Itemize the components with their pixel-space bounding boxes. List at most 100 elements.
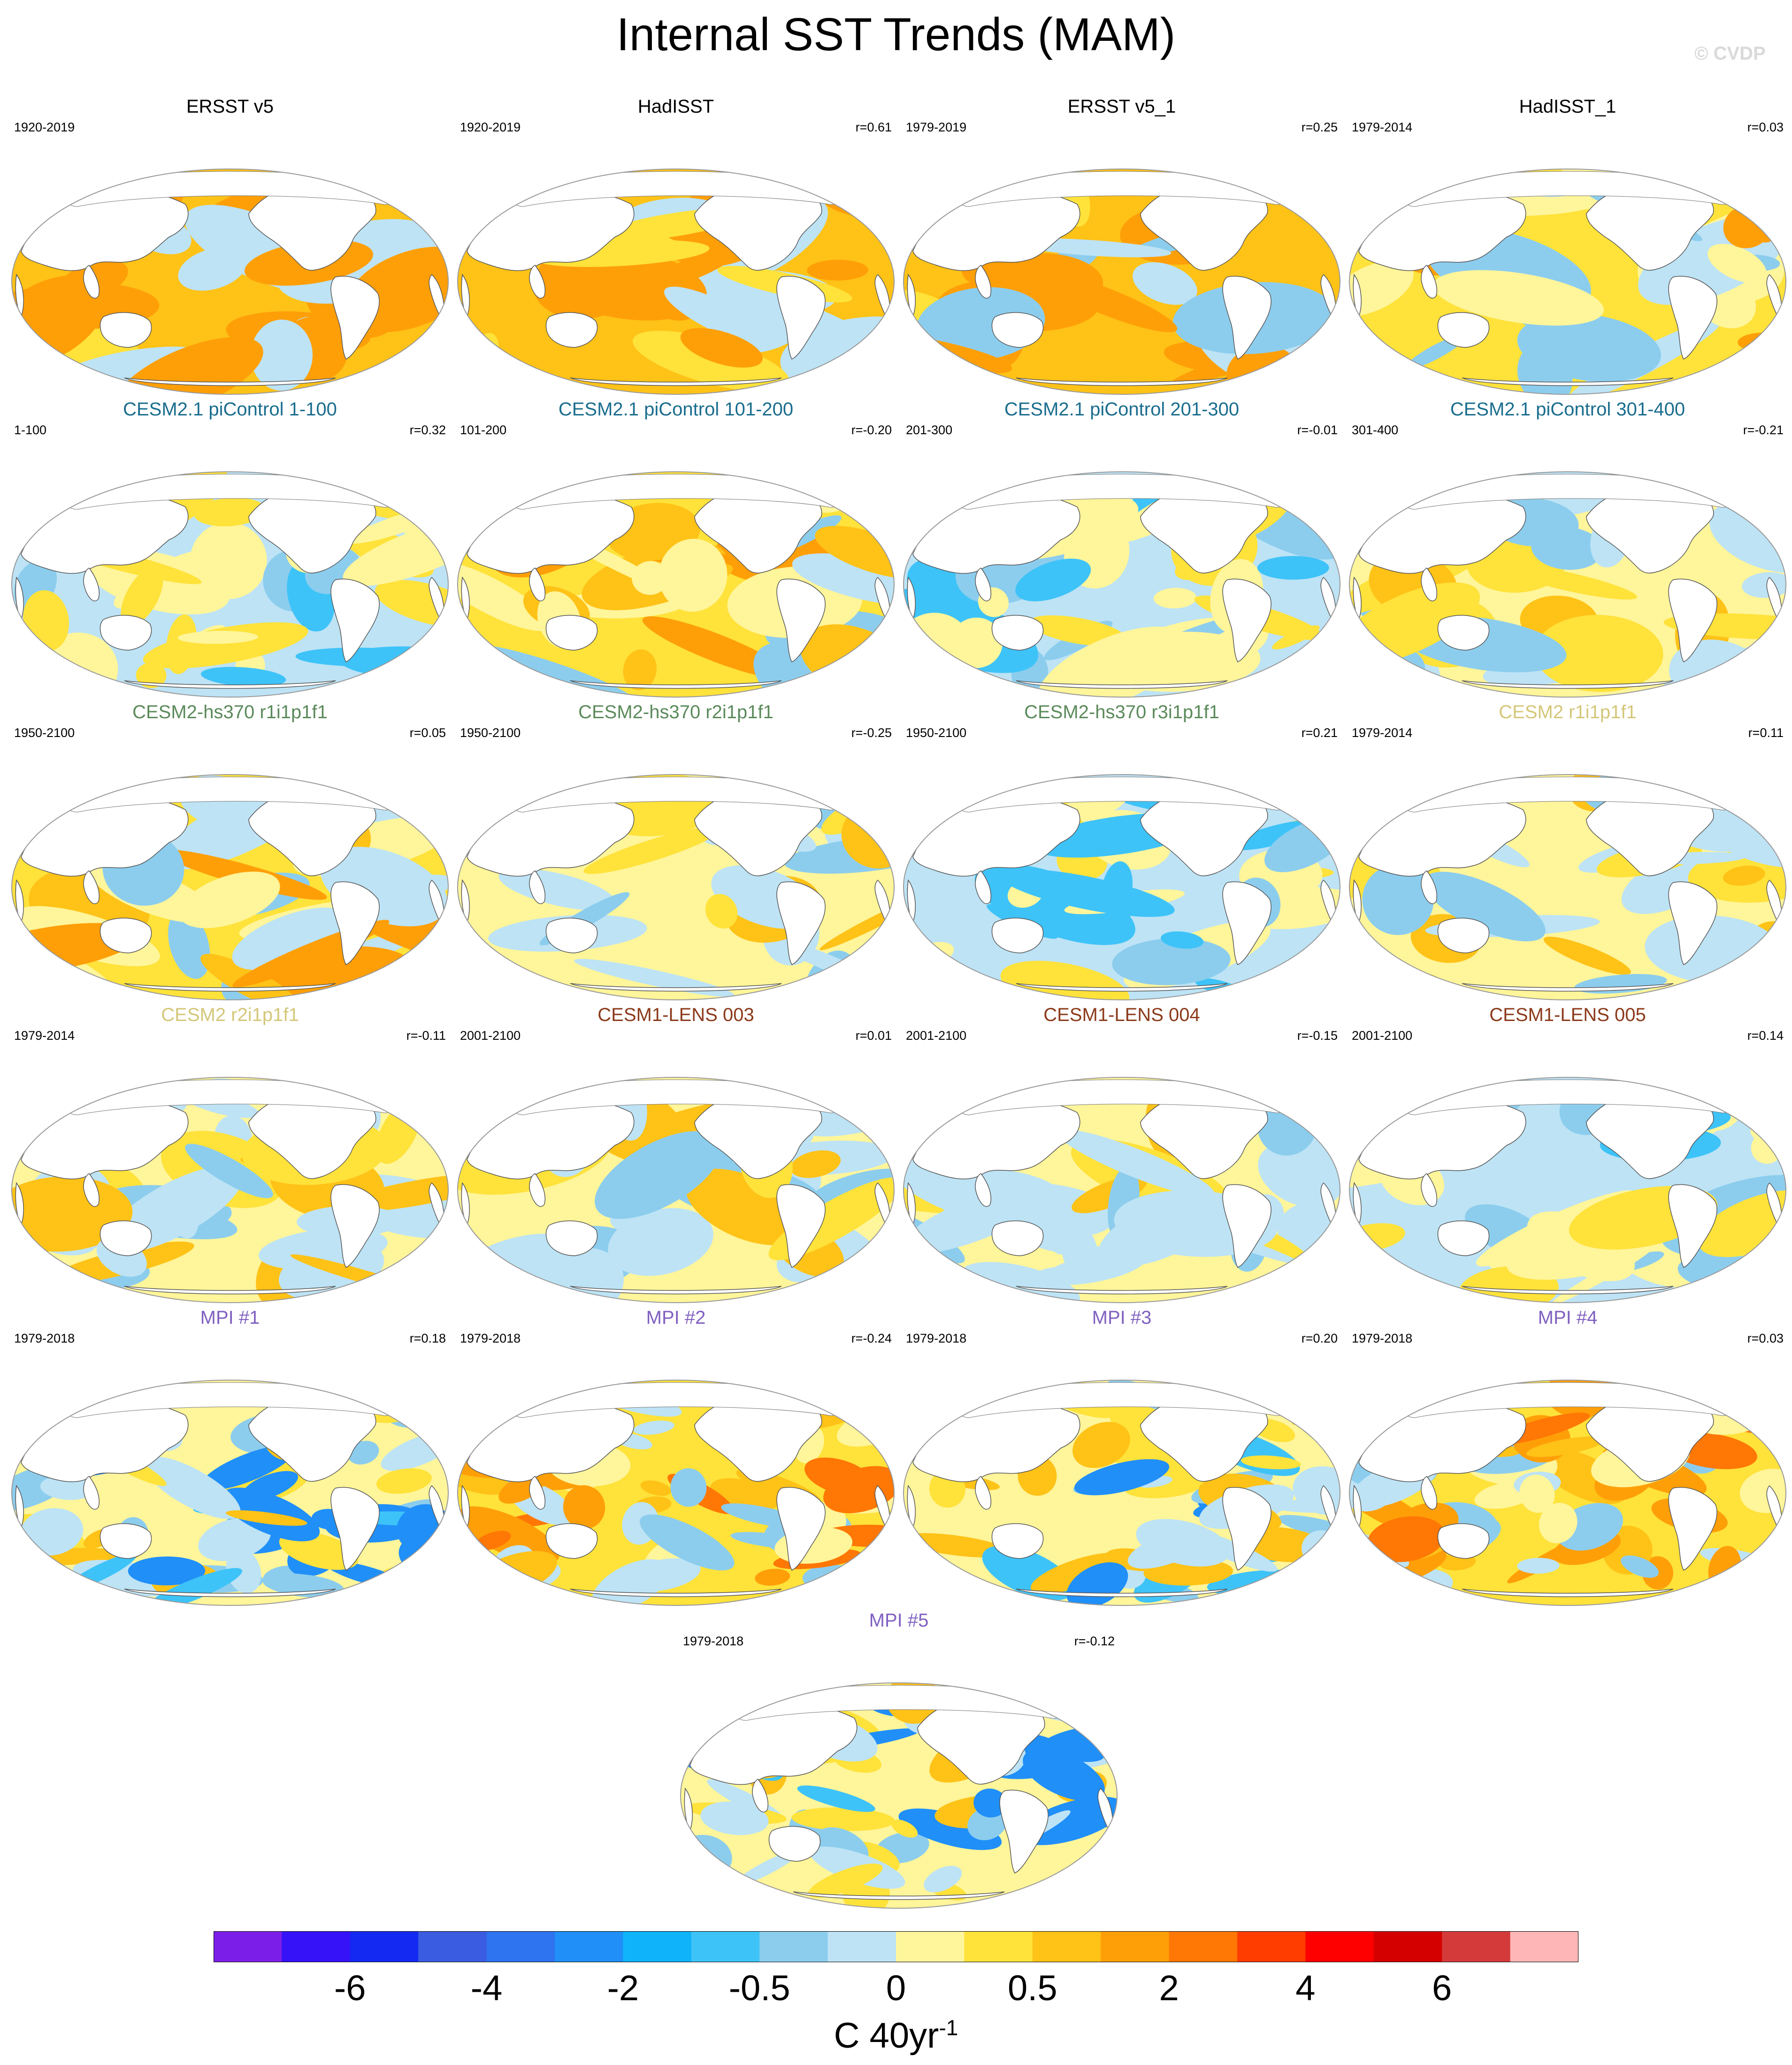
colorbar-swatch [1373, 1931, 1442, 1962]
sst-trend-map [457, 471, 895, 698]
panel-correlation: r=-0.01 [1297, 423, 1338, 437]
map-panel-12: CESM2 r1i1p1f1 1979-2014 r=0.11 [1345, 702, 1791, 1002]
colorbar-tick-label: -2 [607, 1968, 639, 2008]
map-panel-9: CESM2-hs370 r1i1p1f1 1950-2100 r=0.05 [7, 702, 453, 1002]
sst-trend-map [457, 169, 895, 395]
colorbar-swatch [214, 1931, 282, 1962]
panel-period: 1979-2018 [14, 1331, 75, 1345]
colorbar-tick-label: 0.5 [1007, 1968, 1057, 2008]
colorbar-tick-label: 2 [1159, 1968, 1179, 2008]
panel-period: 1979-2018 [460, 1331, 521, 1345]
sst-trend-map [903, 471, 1340, 698]
map-panel-13: CESM2 r2i1p1f1 1979-2014 r=-0.11 [7, 1005, 453, 1305]
panel-title: CESM2.1 piControl 301-400 [1450, 399, 1685, 420]
panel-correlation: r=-0.15 [1297, 1029, 1338, 1043]
sst-trend-map [680, 1682, 1118, 1909]
panel-title: CESM2 r1i1p1f1 [1499, 702, 1637, 722]
panel-title: CESM2.1 piControl 1-100 [123, 399, 337, 420]
colorbar-tick-label: -4 [470, 1968, 503, 2008]
panel-correlation: r=0.25 [1301, 120, 1338, 134]
colorbar-swatch [623, 1931, 692, 1962]
panel-title: CESM1-LENS 003 [597, 1005, 754, 1025]
panel-title: CESM1-LENS 004 [1043, 1005, 1200, 1025]
sst-trend-map [11, 1077, 449, 1303]
map-panel-14: CESM1-LENS 003 2001-2100 r=0.01 [453, 1005, 899, 1305]
sst-trend-map [11, 471, 449, 698]
colorbar-swatch [1305, 1931, 1374, 1962]
sst-trend-map [11, 1380, 449, 1606]
panel-correlation: r=0.18 [409, 1331, 446, 1345]
map-panel-17: MPI #1 1979-2018 r=0.18 [7, 1307, 453, 1608]
panel-period: 1950-2100 [906, 726, 967, 740]
panel-title: MPI #1 [200, 1307, 260, 1328]
map-panel-15: CESM1-LENS 004 2001-2100 r=-0.15 [899, 1005, 1345, 1305]
colorbar-swatch [827, 1931, 896, 1962]
colorbar-tick-label: -6 [334, 1968, 366, 2008]
panel-title: CESM2-hs370 r3i1p1f1 [1024, 702, 1219, 722]
colorbar-units: C 40yr-1 [0, 2015, 1792, 2057]
panel-correlation: r=0.32 [409, 423, 446, 437]
panel-period: 2001-2100 [460, 1029, 521, 1043]
map-panel-4: HadISST_1 1979-2014 r=0.03 [1345, 96, 1791, 397]
sst-trend-map [903, 774, 1340, 1000]
map-panel-7: CESM2.1 piControl 201-300 201-300 r=-0.01 [899, 399, 1345, 699]
colorbar-swatch [1510, 1931, 1578, 1962]
panel-correlation: r=0.11 [1748, 726, 1784, 740]
sst-trend-map [11, 774, 449, 1000]
sst-trend-map [903, 169, 1340, 395]
panel-title: MPI #4 [1538, 1307, 1598, 1328]
panel-correlation: r=0.21 [1301, 726, 1338, 740]
panel-title: MPI #2 [646, 1307, 706, 1328]
sst-trend-map [457, 774, 895, 1000]
panel-period: 1979-2014 [14, 1029, 75, 1043]
panel-period: 1920-2019 [14, 120, 75, 134]
sst-trend-map [903, 1077, 1340, 1303]
watermark: © CVDP [1694, 43, 1766, 64]
panel-correlation: r=0.03 [1747, 1331, 1784, 1345]
map-panel-18: MPI #2 1979-2018 r=-0.24 [453, 1307, 899, 1608]
colorbar-swatch [486, 1931, 555, 1962]
panel-title: CESM2 r2i1p1f1 [161, 1005, 299, 1025]
sst-trend-map [1349, 774, 1786, 1000]
sst-trend-map [457, 1380, 895, 1606]
sst-trend-map [1349, 1077, 1786, 1303]
colorbar-tick-label: 4 [1295, 1968, 1316, 2008]
panel-correlation: r=0.03 [1747, 120, 1784, 134]
sst-trend-map [903, 1380, 1340, 1606]
sst-trend-map [11, 169, 449, 395]
figure-title: Internal SST Trends (MAM) [616, 8, 1176, 60]
map-panel-19: MPI #3 1979-2018 r=0.20 [899, 1307, 1345, 1608]
panel-period: 1979-2014 [1352, 726, 1413, 740]
panel-title: CESM2.1 piControl 101-200 [558, 399, 794, 420]
panel-period: 101-200 [460, 423, 507, 437]
map-panel-20: MPI #4 1979-2018 r=0.03 [1345, 1307, 1791, 1608]
panel-period: 1979-2018 [906, 1331, 967, 1345]
map-panel-10: CESM2-hs370 r2i1p1f1 1950-2100 r=-0.25 [453, 702, 899, 1002]
panel-title: CESM2-hs370 r2i1p1f1 [578, 702, 773, 722]
panel-period: 2001-2100 [1352, 1029, 1413, 1043]
panel-title: CESM2-hs370 r1i1p1f1 [132, 702, 328, 722]
colorbar-swatch [350, 1931, 419, 1962]
map-panel-2: HadISST 1920-2019 r=0.61 [453, 96, 899, 397]
units-base: C 40yr [834, 2016, 939, 2056]
colorbar-swatch [1442, 1931, 1511, 1962]
panel-correlation: r=-0.12 [1074, 1634, 1115, 1648]
panel-period: 1979-2014 [1352, 120, 1413, 134]
panel-period: 1950-2100 [14, 726, 75, 740]
map-panel-8: CESM2.1 piControl 301-400 301-400 r=-0.21 [1345, 399, 1791, 699]
panel-correlation: r=-0.20 [851, 423, 892, 437]
panel-period: 1979-2018 [683, 1634, 744, 1648]
colorbar-tick-label: 0 [886, 1968, 906, 2008]
panel-correlation: r=-0.25 [851, 726, 892, 740]
panel-period: 201-300 [906, 423, 953, 437]
panel-correlation: r=-0.11 [406, 1029, 446, 1043]
panel-correlation: r=-0.24 [851, 1331, 892, 1345]
panel-title: HadISST_1 [1519, 96, 1616, 117]
colorbar-swatch [691, 1931, 760, 1962]
panel-period: 1979-2019 [906, 120, 967, 134]
map-panel-16: CESM1-LENS 005 2001-2100 r=0.14 [1345, 1005, 1791, 1305]
panel-correlation: r=-0.21 [1743, 423, 1784, 437]
panel-period: 1-100 [14, 423, 47, 437]
panel-title: HadISST [637, 96, 714, 117]
panel-title: MPI #5 [869, 1610, 929, 1631]
